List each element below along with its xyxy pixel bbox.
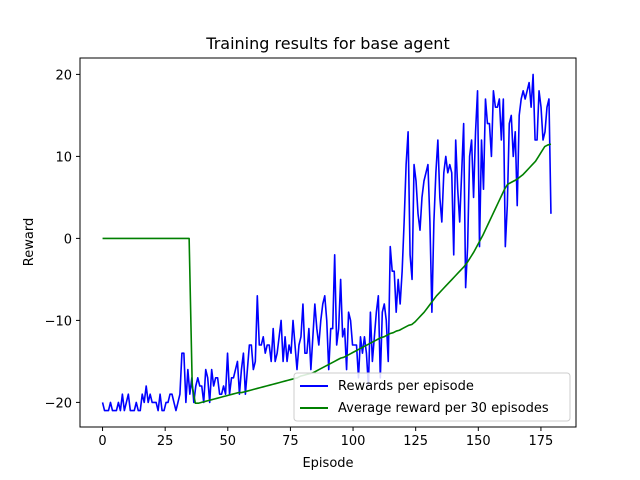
legend: Rewards per episode Average reward per 3… <box>293 372 571 422</box>
x-tick-label: 100 <box>341 434 366 449</box>
y-tick-label: 20 <box>55 68 72 83</box>
y-tick-label: 10 <box>55 150 72 165</box>
series-lines <box>101 73 552 412</box>
x-tick-label: 125 <box>403 434 428 449</box>
y-tick-label: 0 <box>64 232 72 247</box>
x-tick-label: 175 <box>529 434 554 449</box>
rewards-per-episode-line <box>101 73 552 412</box>
x-axis-label: Episode <box>302 456 353 471</box>
x-tick-label: 25 <box>157 434 174 449</box>
y-axis-label: Reward <box>22 218 37 266</box>
x-tick-label: 150 <box>466 434 491 449</box>
x-tick-label: 0 <box>98 434 106 449</box>
legend-label-average: Average reward per 30 episodes <box>338 401 549 416</box>
x-tick-label: 75 <box>282 434 299 449</box>
plot-area <box>79 57 577 428</box>
average-reward-line <box>102 143 552 405</box>
legend-box <box>293 372 571 422</box>
legend-label-rewards: Rewards per episode <box>338 379 474 394</box>
x-tick-label: 50 <box>220 434 237 449</box>
axis-ticks: 0 25 50 75 100 125 150 175 −20 −10 0 10 20 <box>45 68 554 449</box>
y-tick-label: −10 <box>45 314 72 329</box>
y-tick-label: −20 <box>45 396 72 411</box>
chart-title: Training results for base agent <box>205 34 449 53</box>
